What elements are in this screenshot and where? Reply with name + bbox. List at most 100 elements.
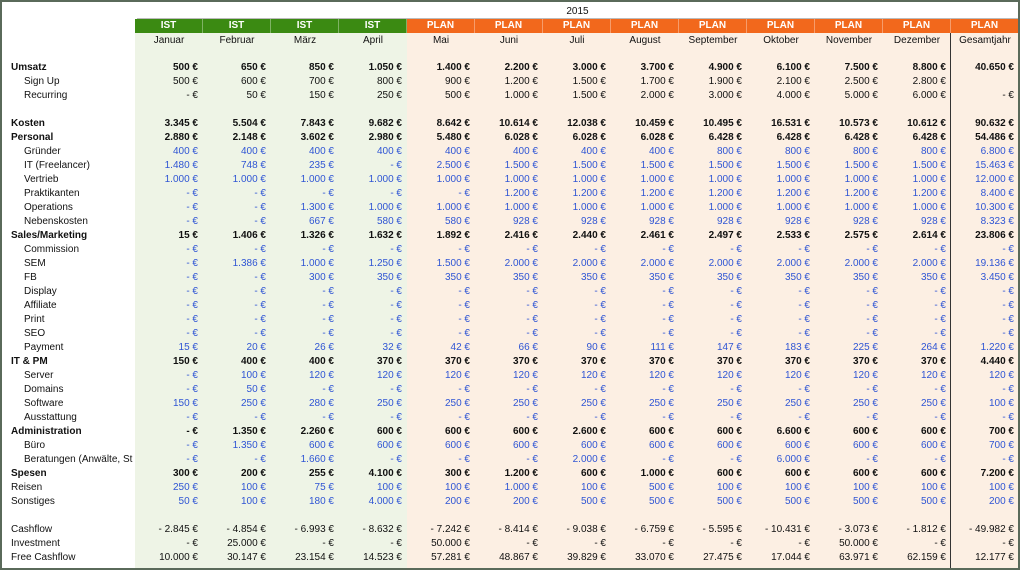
cell-value: 1.000 € [708, 174, 742, 185]
cell-value: 350 € [716, 272, 742, 283]
cell-value: 1.000 € [300, 174, 334, 185]
cell-value: 600 € [852, 468, 878, 479]
row-label: Cashflow [11, 524, 53, 535]
row-label: SEO [24, 328, 46, 339]
cell-value: - € [934, 244, 946, 255]
cell-value: - € [1002, 412, 1014, 423]
cell-value: - € [866, 300, 878, 311]
cell-value: 2.600 € [572, 426, 606, 437]
cell-value: - 3.073 € [838, 524, 878, 535]
cell-value: 250 € [920, 398, 946, 409]
cell-value: - € [798, 328, 810, 339]
row-label: Affiliate [24, 300, 57, 311]
cell-value: 111 € [650, 342, 674, 353]
cell-value: 48.867 € [499, 552, 538, 563]
column-background [135, 33, 203, 568]
cell-value: - € [866, 384, 878, 395]
cell-value: 600 € [920, 468, 946, 479]
cell-value: 2.500 € [436, 160, 470, 171]
cell-value: - € [186, 440, 198, 451]
cell-value: 1.000 € [912, 202, 946, 213]
cell-value: 120 € [648, 370, 674, 381]
row-label: Beratungen (Anwälte, St [24, 454, 133, 465]
cell-value: - € [798, 412, 810, 423]
cell-value: 1.000 € [844, 174, 878, 185]
cell-value: 600 € [376, 440, 402, 451]
cell-value: - € [526, 244, 538, 255]
cell-value: 17.044 € [771, 552, 810, 563]
phase-header: IST [339, 19, 407, 33]
cell-value: 748 € [240, 160, 266, 171]
month-header: Gesamtjahr [959, 35, 1011, 46]
cell-value: 54.486 € [975, 132, 1014, 143]
cell-value: 3.345 € [164, 118, 198, 129]
phase-header: IST [271, 19, 339, 33]
cell-value: 1.200 € [504, 468, 538, 479]
cell-value: 50.000 € [431, 538, 470, 549]
cell-value: 75 € [314, 482, 334, 493]
cell-value: 600 € [716, 426, 742, 437]
cell-value: - 4.854 € [226, 524, 266, 535]
cell-value: 370 € [376, 356, 402, 367]
cell-value: 1.000 € [640, 468, 674, 479]
cell-value: 1.892 € [436, 230, 470, 241]
cell-value: - € [594, 412, 606, 423]
cell-value: 1.200 € [640, 188, 674, 199]
cell-value: - € [390, 328, 402, 339]
cell-value: 12.038 € [567, 118, 606, 129]
cell-value: - € [866, 244, 878, 255]
cell-value: - 8.414 € [498, 524, 538, 535]
cell-value: 1.220 € [980, 342, 1014, 353]
cell-value: 250 € [852, 398, 878, 409]
row-label: IT & PM [11, 356, 48, 367]
cell-value: 7.200 € [980, 468, 1014, 479]
cell-value: - € [526, 538, 538, 549]
cell-value: 1.000 € [504, 482, 538, 493]
cell-value: 100 € [376, 482, 402, 493]
row-label: Reisen [11, 482, 43, 493]
phase-header: PLAN [815, 19, 883, 33]
cell-value: 1.500 € [504, 160, 538, 171]
cell-value: - € [186, 244, 198, 255]
row-label: Recurring [24, 90, 68, 101]
cell-value: 120 € [308, 370, 334, 381]
cell-value: 350 € [444, 272, 470, 283]
cell-value: 350 € [512, 272, 538, 283]
cell-value: 370 € [852, 356, 878, 367]
phase-header: PLAN [883, 19, 951, 33]
cell-value: 700 € [988, 440, 1014, 451]
cell-value: 6.028 € [640, 132, 674, 143]
cell-value: - € [322, 300, 334, 311]
cell-value: - € [934, 286, 946, 297]
cell-value: - € [1002, 300, 1014, 311]
cell-value: 5.480 € [436, 132, 470, 143]
cell-value: 12.177 € [975, 552, 1014, 563]
cell-value: 90 € [586, 342, 606, 353]
row-label: Gründer [24, 146, 61, 157]
cell-value: 1.500 € [572, 160, 606, 171]
cell-value: 225 € [852, 342, 878, 353]
cell-value: 1.200 € [572, 188, 606, 199]
cell-value: 1.000 € [844, 202, 878, 213]
row-label: FB [24, 272, 37, 283]
cell-value: 6.100 € [776, 62, 810, 73]
cell-value: 100 € [784, 482, 810, 493]
cell-value: - € [730, 244, 742, 255]
cell-value: 23.154 € [295, 552, 334, 563]
cell-value: - € [866, 412, 878, 423]
cell-value: - 49.982 € [968, 524, 1014, 535]
cell-value: 1.000 € [436, 202, 470, 213]
cell-value: - 5.595 € [702, 524, 742, 535]
cell-value: 350 € [648, 272, 674, 283]
cell-value: 6.428 € [776, 132, 810, 143]
phase-header: PLAN [747, 19, 815, 33]
cell-value: - € [526, 454, 538, 465]
cell-value: 2.200 € [504, 62, 538, 73]
cell-value: - € [594, 328, 606, 339]
cell-value: 50 € [178, 496, 198, 507]
cell-value: 8.642 € [436, 118, 470, 129]
cell-value: 600 € [920, 426, 946, 437]
cell-value: 1.200 € [504, 76, 538, 87]
cell-value: 800 € [852, 146, 878, 157]
cell-value: 1.400 € [436, 62, 470, 73]
